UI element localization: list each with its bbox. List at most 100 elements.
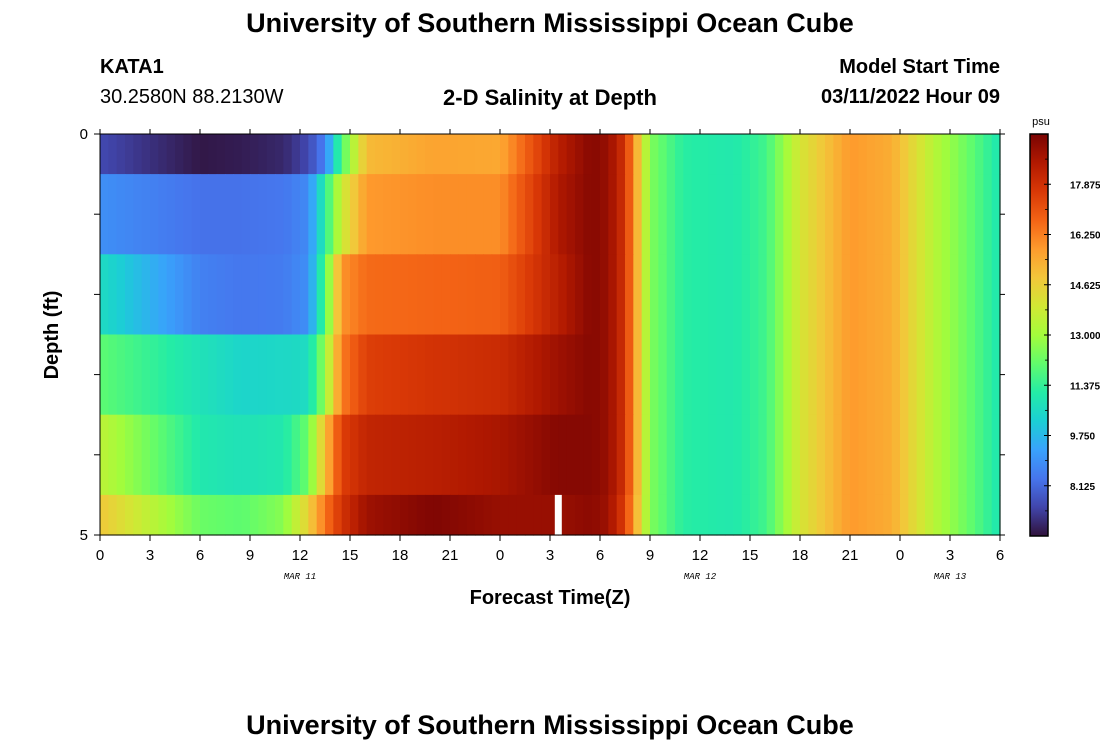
x-tick-label: 15 <box>742 547 759 564</box>
heatmap-cell <box>575 134 584 175</box>
heatmap-cell <box>425 494 434 536</box>
heatmap-cell <box>766 254 776 336</box>
x-tick-label: 6 <box>196 547 204 564</box>
heatmap-cell <box>325 134 334 175</box>
heatmap-cell <box>658 334 668 416</box>
heatmap-cell <box>133 494 143 536</box>
heatmap-cell <box>166 134 176 175</box>
heatmap-cell <box>450 174 459 255</box>
heatmap-cell <box>850 494 859 536</box>
heatmap-cell <box>725 254 734 336</box>
heatmap-cell <box>133 414 143 496</box>
heatmap-cell <box>291 334 301 416</box>
heatmap-cell <box>408 254 418 336</box>
heatmap-cell <box>308 414 318 496</box>
heatmap-cell <box>308 494 318 536</box>
heatmap-cell <box>325 494 334 536</box>
heatmap-cell <box>150 254 159 336</box>
heatmap-cell <box>741 334 751 416</box>
heatmap-cell <box>800 414 809 496</box>
heatmap-cell <box>166 254 176 336</box>
heatmap-cell <box>875 334 884 416</box>
heatmap-cell <box>733 414 743 496</box>
heatmap-cell <box>383 494 393 536</box>
heatmap-cell <box>841 494 851 536</box>
heatmap-cell <box>650 334 659 416</box>
heatmap-cell <box>158 414 168 496</box>
heatmap-cell <box>225 414 234 496</box>
heatmap-cell <box>325 254 334 336</box>
heatmap-cell <box>316 174 326 255</box>
heatmap-cell <box>158 134 168 175</box>
heatmap-cell <box>275 334 284 416</box>
heatmap-cell <box>150 494 159 536</box>
x-tick-label: 12 <box>692 547 709 564</box>
heatmap-cell <box>683 134 693 175</box>
x-tick-label: 18 <box>792 547 809 564</box>
heatmap-cell <box>566 414 576 496</box>
heatmap-cell <box>600 334 609 416</box>
heatmap-cell <box>825 494 834 536</box>
heatmap-cell <box>350 174 359 255</box>
heatmap-cell <box>883 174 893 255</box>
heatmap-cell <box>375 494 384 536</box>
heatmap-cell <box>633 254 643 336</box>
heatmap-cell <box>941 134 951 175</box>
heatmap-cell <box>550 494 559 536</box>
heatmap-cell <box>300 334 309 416</box>
heatmap-cell <box>408 334 418 416</box>
heatmap-cell <box>191 254 201 336</box>
heatmap-cell <box>433 254 443 336</box>
heatmap-cell <box>816 414 826 496</box>
heatmap-cell <box>941 254 951 336</box>
heatmap-cell <box>275 254 284 336</box>
heatmap-cell <box>733 134 743 175</box>
date-label: MAR 12 <box>684 572 717 582</box>
heatmap-cell <box>183 254 193 336</box>
heatmap-cell <box>616 254 626 336</box>
colorbar-unit: psu <box>1032 116 1050 128</box>
heatmap-cell <box>666 334 676 416</box>
heatmap-cell <box>458 134 468 175</box>
heatmap-cell <box>400 414 409 496</box>
heatmap-cell <box>900 254 909 336</box>
heatmap-cell <box>383 334 393 416</box>
heatmap-cell <box>933 134 943 175</box>
heatmap-cell <box>233 334 243 416</box>
heatmap-cell <box>733 174 743 255</box>
heatmap-cell <box>850 254 859 336</box>
heatmap-cell <box>341 494 351 536</box>
x-tick-label: 9 <box>246 547 254 564</box>
heatmap-cell <box>258 414 268 496</box>
heatmap-cell <box>658 174 668 255</box>
heatmap-cell <box>425 134 434 175</box>
heatmap-cell <box>366 414 376 496</box>
heatmap-cell <box>958 174 968 255</box>
heatmap-cell <box>800 134 809 175</box>
heatmap-cell <box>958 254 968 336</box>
heatmap-cell <box>850 414 859 496</box>
heatmap-cell <box>225 494 234 536</box>
heatmap-cell <box>200 494 209 536</box>
heatmap-cell <box>125 334 134 416</box>
heatmap-cell <box>716 494 726 536</box>
heatmap-cell <box>891 494 901 536</box>
heatmap-cell <box>608 494 618 536</box>
heatmap-cell <box>333 174 343 255</box>
heatmap-cell <box>516 334 526 416</box>
heatmap-cell <box>666 414 676 496</box>
heatmap-cell <box>175 254 184 336</box>
heatmap-cell <box>483 254 493 336</box>
heatmap-cell <box>100 174 109 255</box>
heatmap-cell <box>966 414 976 496</box>
heatmap-cell <box>108 414 118 496</box>
heatmap-cell <box>125 414 134 496</box>
heatmap-cell <box>791 134 801 175</box>
heatmap-cell <box>741 134 751 175</box>
heatmap-cell <box>700 334 709 416</box>
heatmap-cell <box>466 494 476 536</box>
heatmap-cell <box>666 134 676 175</box>
heatmap-cell <box>300 494 309 536</box>
heatmap-cell <box>375 414 384 496</box>
heatmap-cell <box>233 254 243 336</box>
